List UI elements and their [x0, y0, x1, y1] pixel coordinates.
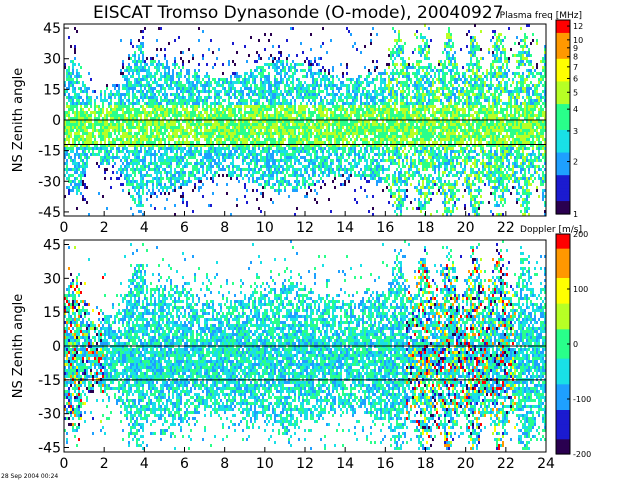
y-tick-label-1-0: 45: [43, 21, 61, 37]
heatmap-cells-2: [64, 240, 546, 450]
y-axis-label-2: NS Zenith angle: [11, 294, 26, 398]
heatmap-cells-1: [64, 24, 546, 216]
x-tick-label-1-7: 14: [336, 220, 354, 236]
x-tick-label-2-10: 20: [457, 456, 475, 472]
colorbar-tick-label-2-2: 0: [573, 340, 578, 349]
x-tick-label-2-1: 2: [100, 456, 109, 472]
colorbar-tick-label-2-4: -200: [573, 450, 591, 459]
colorbar-title-2: Doppler [m/s]: [520, 225, 582, 235]
y-tick-label-2-0: 45: [43, 238, 61, 254]
x-tick-label-2-11: 22: [497, 456, 515, 472]
x-tick-label-2-8: 16: [376, 456, 394, 472]
x-tick-label-1-5: 10: [256, 220, 274, 236]
colorbar-tick-label-2-0: 200: [573, 230, 588, 239]
panel-2: 0 2 4 6 8 10 12 14 16 18 20 22 244530150-15-30-45NS …: [11, 225, 591, 472]
x-tick-label-1-3: 6: [180, 220, 189, 236]
colorbar-tick-label-2-1: 100: [573, 285, 588, 294]
colorbar-2: 200 100 0 -100 -200 Doppler [m/s]: [520, 225, 591, 459]
y-tick-label-2-2: 15: [43, 305, 61, 321]
x-tick-label-2-6: 12: [296, 456, 314, 472]
y-tick-label-1-2: 15: [43, 82, 61, 98]
x-tick-label-2-12: 24: [537, 456, 555, 472]
colorbar-tick-label-1-6: 5: [573, 88, 578, 97]
y-tick-label-2-5: -30: [38, 407, 61, 423]
x-tick-label-2-9: 18: [417, 456, 435, 472]
footer-timestamp: 28 Sep 2004 00:24: [1, 473, 58, 480]
colorbar-tick-label-1-3: 8: [573, 53, 578, 62]
y-tick-label-2-3: 0: [52, 339, 61, 355]
x-tick-label-1-9: 18: [417, 220, 435, 236]
x-tick-label-2-7: 14: [336, 456, 354, 472]
x-tick-label-2-2: 4: [140, 456, 149, 472]
x-tick-label-1-10: 20: [457, 220, 475, 236]
colorbar-tick-label-1-0: 12: [573, 22, 583, 31]
x-tick-label-1-1: 2: [100, 220, 109, 236]
colorbar-tick-label-1-7: 4: [573, 105, 578, 114]
y-tick-label-1-6: -45: [38, 205, 61, 221]
y-axis-label-1: NS Zenith angle: [11, 68, 26, 172]
x-tick-label-2-5: 10: [256, 456, 274, 472]
colorbar-frame-1: [555, 19, 571, 215]
y-tick-label-1-1: 30: [43, 52, 61, 68]
colorbar-tick-label-2-3: -100: [573, 395, 591, 404]
x-tick-label-1-4: 8: [220, 220, 229, 236]
x-tick-label-1-8: 16: [376, 220, 394, 236]
figure-title: EISCAT Tromso Dynasonde (O-mode), 200409…: [93, 3, 503, 23]
colorbar-tick-label-1-1: 10: [573, 36, 583, 45]
y-tick-label-1-3: 0: [52, 113, 61, 129]
colorbar-tick-label-1-4: 7: [573, 63, 578, 72]
x-tick-label-1-11: 22: [497, 220, 515, 236]
y-tick-label-1-4: -15: [38, 144, 61, 160]
y-tick-label-1-5: -30: [38, 174, 61, 190]
x-tick-label-2-0: 0: [60, 456, 69, 472]
x-tick-label-2-4: 8: [220, 456, 229, 472]
y-tick-label-2-6: -45: [38, 440, 61, 456]
colorbar-tick-label-1-10: 1: [573, 210, 578, 219]
y-tick-label-2-4: -15: [38, 373, 61, 389]
x-tick-label-2-3: 6: [180, 456, 189, 472]
x-tick-label-1-2: 4: [140, 220, 149, 236]
colorbar-title-1: Plasma freq [MHz]: [500, 11, 582, 21]
colorbar-tick-label-1-8: 3: [573, 127, 578, 136]
y-tick-label-2-1: 30: [43, 271, 61, 287]
x-tick-label-1-0: 0: [60, 220, 69, 236]
colorbar-tick-label-1-2: 9: [573, 44, 578, 53]
x-tick-label-1-6: 12: [296, 220, 314, 236]
colorbar-tick-label-1-5: 6: [573, 74, 578, 83]
colorbar-tick-label-1-9: 2: [573, 158, 578, 167]
